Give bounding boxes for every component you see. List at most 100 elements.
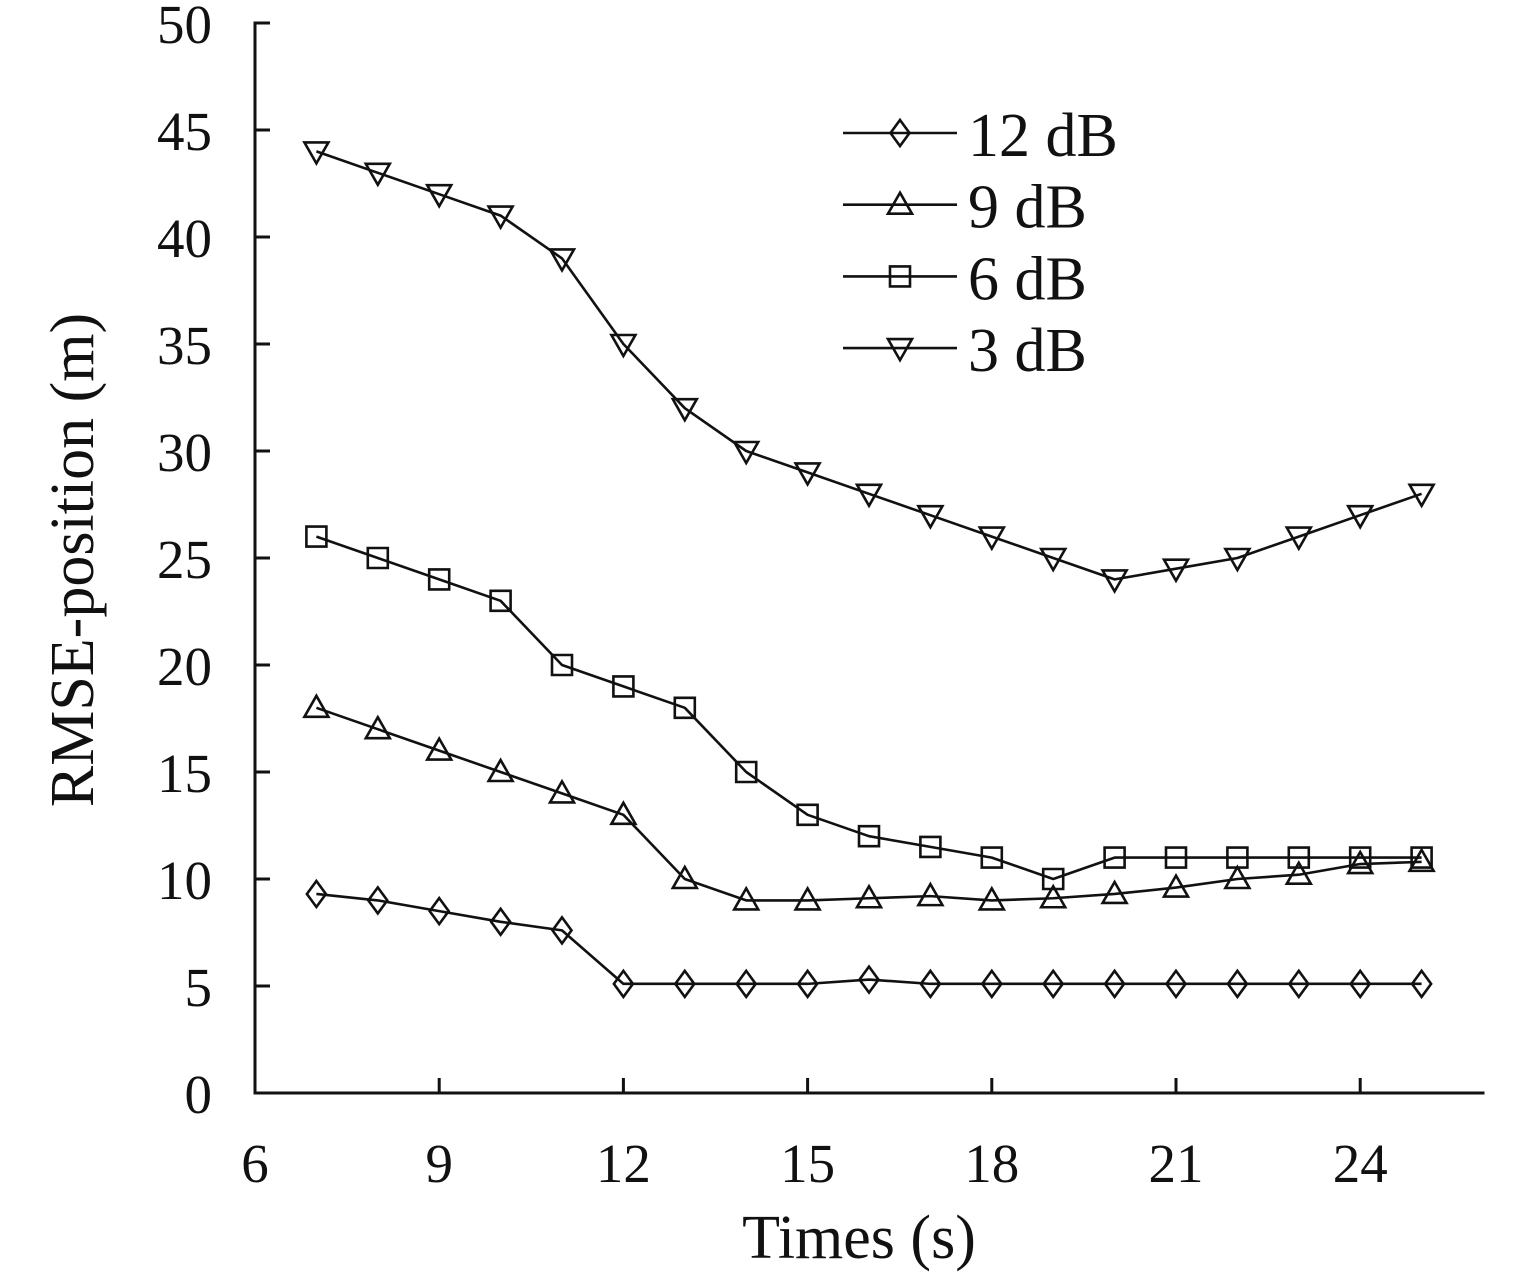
marker-diamond [1103, 968, 1126, 1000]
x-tick-label: 18 [964, 1133, 1019, 1194]
marker-triangle-down [1223, 547, 1252, 573]
marker-triangle-down [302, 141, 331, 167]
marker-diamond [1042, 968, 1065, 1000]
marker-diamond [673, 968, 696, 1000]
y-axis-title: RMSE-position (m) [39, 313, 107, 807]
y-tick-label: 5 [185, 957, 213, 1018]
series-12-dB [305, 878, 1433, 1000]
marker-diamond [1349, 968, 1372, 1000]
marker-square [1287, 846, 1311, 869]
marker-triangle-up [1100, 879, 1129, 905]
marker-triangle-up [1284, 860, 1314, 886]
marker-triangle-down [977, 526, 1007, 552]
x-axis-title: Times (s) [742, 1204, 976, 1272]
legend-label: 3 dB [968, 317, 1087, 385]
x-tick-label: 21 [1149, 1133, 1204, 1194]
marker-square [734, 760, 758, 784]
marker-square [1348, 846, 1372, 869]
legend-marker-square [888, 265, 912, 288]
y-tick-label: 35 [157, 315, 212, 376]
legend-entry-12-dB: 12 dB [843, 102, 1118, 170]
marker-diamond [857, 964, 881, 995]
series-3-dB [302, 141, 1436, 595]
marker-triangle-down [486, 205, 515, 231]
marker-diamond [735, 968, 758, 1000]
marker-triangle-down [1284, 526, 1314, 552]
marker-triangle-up [1345, 849, 1375, 875]
marker-triangle-up [854, 883, 884, 909]
marker-triangle-up [547, 778, 577, 804]
marker-diamond [1410, 968, 1433, 1000]
x-tick-label: 24 [1333, 1133, 1388, 1194]
marker-diamond [1226, 968, 1249, 1000]
marker-square [796, 803, 819, 827]
marker-triangle-up [363, 714, 393, 740]
marker-triangle-down [1407, 483, 1436, 509]
marker-triangle-up [609, 800, 638, 826]
plot-area: 6 9 12 15 18 21 24 0 5 10 15 20 25 30 35 40 45 50 [157, 0, 1485, 1194]
legend-marker-triangle-down [885, 337, 915, 363]
y-tick-label: 25 [157, 529, 212, 590]
y-tick-label: 30 [157, 422, 212, 483]
marker-square [1164, 846, 1188, 869]
legend-label: 9 dB [968, 174, 1087, 242]
marker-square [1226, 846, 1249, 869]
marker-triangle-down [793, 462, 822, 488]
series-line [316, 892, 1422, 986]
marker-diamond [305, 878, 328, 910]
marker-square [1410, 846, 1433, 869]
marker-triangle-up [916, 881, 945, 907]
marker-triangle-up [1223, 864, 1252, 890]
marker-square [366, 546, 390, 570]
marker-triangle-down [854, 483, 884, 509]
x-tick-label: 15 [780, 1133, 835, 1194]
marker-triangle-up [670, 864, 700, 890]
legend-marker-diamond [888, 117, 912, 149]
marker-square [1103, 846, 1126, 869]
y-tick-label: 50 [157, 0, 212, 55]
marker-diamond [796, 968, 819, 1000]
marker-triangle-up [1407, 847, 1436, 873]
marker-triangle-up [793, 885, 822, 911]
x-tick-label: 12 [596, 1133, 651, 1194]
marker-triangle-up [731, 885, 761, 911]
marker-triangle-down [363, 162, 393, 188]
marker-diamond [428, 895, 451, 927]
marker-triangle-down [547, 248, 577, 274]
marker-diamond [612, 968, 635, 1000]
marker-triangle-up [302, 693, 331, 719]
marker-diamond [366, 885, 389, 916]
legend-label: 6 dB [968, 245, 1087, 313]
marker-triangle-down [916, 504, 945, 530]
x-tick-label: 9 [425, 1133, 453, 1194]
series-6-dB [305, 525, 1433, 891]
marker-triangle-up [1161, 872, 1191, 898]
series-line [315, 150, 1423, 581]
marker-diamond [980, 968, 1003, 1000]
marker-diamond [489, 906, 512, 938]
marker-triangle-down [731, 440, 761, 466]
x-tick-label: 6 [241, 1133, 269, 1194]
legend-entry-3-dB: 3 dB [843, 317, 1087, 385]
marker-diamond [550, 915, 574, 946]
marker-square [427, 568, 451, 591]
marker-square [1041, 867, 1065, 891]
marker-square [980, 846, 1004, 869]
marker-triangle-down [424, 183, 454, 209]
y-tick-label: 20 [157, 636, 212, 697]
marker-square [919, 835, 942, 859]
y-tick-label: 0 [185, 1064, 213, 1125]
y-tick-label: 45 [157, 101, 212, 162]
legend-label: 12 dB [968, 102, 1118, 170]
y-tick-label: 40 [157, 208, 212, 269]
marker-square [550, 653, 574, 677]
legend: 12 dB9 dB6 dB3 dB [843, 102, 1118, 385]
series-9-dB [302, 693, 1436, 911]
marker-diamond [919, 968, 942, 1000]
marker-triangle-down [609, 333, 638, 359]
marker-square [673, 696, 697, 720]
legend-entry-6-dB: 6 dB [843, 245, 1087, 313]
marker-triangle-up [1038, 883, 1068, 909]
legend-entry-9-dB: 9 dB [843, 174, 1087, 242]
marker-diamond [1164, 968, 1188, 1000]
